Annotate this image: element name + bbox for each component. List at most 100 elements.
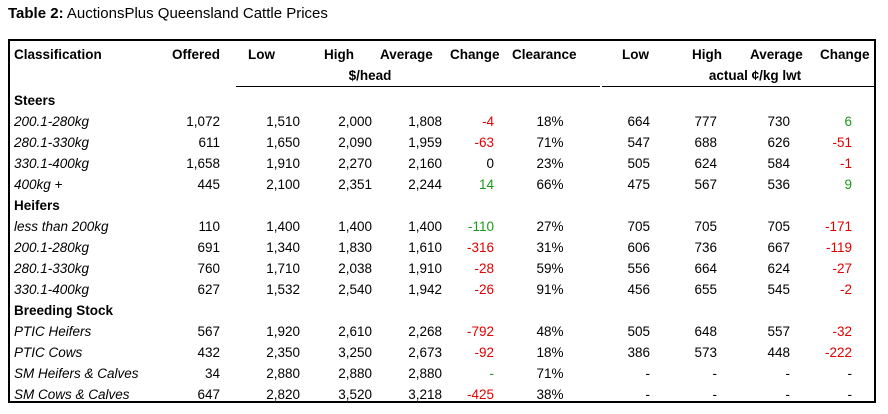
cell-low2: 556 — [627, 261, 650, 276]
cell-avg2: 584 — [767, 156, 790, 171]
cell-offered: 34 — [204, 366, 220, 381]
cell-change: -28 — [474, 261, 494, 276]
cell-avg2: 545 — [767, 282, 790, 297]
cell-clearance: 18% — [536, 114, 564, 129]
cell-avg2: 536 — [767, 177, 790, 192]
cell-low: 1,920 — [266, 324, 300, 339]
cell-change2: -2 — [839, 282, 852, 297]
header-average-kg: Average — [750, 47, 803, 62]
section-title: Breeding Stock — [14, 303, 114, 318]
cell-change: 14 — [478, 177, 494, 192]
cell-clearance: 38% — [536, 387, 564, 402]
cell-low2: 456 — [627, 282, 650, 297]
row-label: SM Heifers & Calves — [14, 366, 139, 381]
section-title: Heifers — [14, 198, 60, 213]
cell-change: -110 — [467, 219, 494, 234]
cell-change2: -32 — [832, 324, 852, 339]
cell-offered: 432 — [197, 345, 220, 360]
cell-avg: 2,160 — [408, 156, 442, 171]
header-unit-head: $/head — [348, 68, 392, 83]
cell-high2: 688 — [694, 135, 717, 150]
cell-avg2: - — [785, 366, 791, 381]
cell-high2: 777 — [694, 114, 717, 129]
cell-change: -26 — [474, 282, 494, 297]
row-label: 200.1-280kg — [14, 114, 90, 129]
cell-change: -63 — [474, 135, 494, 150]
row-label: SM Cows & Calves — [14, 387, 130, 402]
header-average: Average — [380, 47, 433, 62]
cell-low: 2,880 — [266, 366, 300, 381]
cell-change2: - — [847, 387, 853, 402]
cell-low: 1,340 — [266, 240, 300, 255]
cell-avg: 2,244 — [408, 177, 442, 192]
cell-high: 2,270 — [338, 156, 372, 171]
row-label: 280.1-330kg — [14, 135, 90, 150]
header-low-kg: Low — [622, 47, 649, 62]
header-unit-kg: actual ¢/kg lwt — [708, 68, 802, 83]
cell-low: 1,710 — [266, 261, 300, 276]
cell-avg: 1,400 — [408, 219, 442, 234]
header-change: Change — [450, 47, 500, 62]
header-high: High — [324, 47, 354, 62]
cell-low: 1,910 — [266, 156, 300, 171]
header-clearance: Clearance — [512, 47, 577, 62]
cell-avg: 3,218 — [408, 387, 442, 402]
cell-clearance: 31% — [536, 240, 564, 255]
cell-low2: 505 — [627, 156, 650, 171]
cell-offered: 691 — [197, 240, 220, 255]
cell-offered: 627 — [197, 282, 220, 297]
table-caption: Table 2: AuctionsPlus Queensland Cattle … — [8, 4, 328, 24]
cell-high: 1,830 — [338, 240, 372, 255]
cell-change2: 9 — [844, 177, 852, 192]
section-title: Steers — [14, 93, 56, 108]
cell-low2: - — [645, 366, 651, 381]
cell-offered: 1,658 — [186, 156, 220, 171]
cell-low2: 386 — [627, 345, 650, 360]
cell-avg2: 624 — [767, 261, 790, 276]
cell-clearance: 48% — [536, 324, 564, 339]
header-high-kg: High — [692, 47, 722, 62]
cell-offered: 611 — [198, 135, 220, 150]
cell-offered: 647 — [197, 387, 220, 402]
cell-high2: 664 — [694, 261, 717, 276]
cell-change2: -27 — [832, 261, 852, 276]
cell-low: 2,350 — [266, 345, 300, 360]
cell-change: -316 — [466, 240, 494, 255]
cell-low2: 705 — [627, 219, 650, 234]
cell-change2: -119 — [825, 240, 852, 255]
cell-offered: 1,072 — [186, 114, 220, 129]
cell-avg2: 557 — [767, 324, 790, 339]
cell-clearance: 18% — [536, 345, 564, 360]
cell-avg2: 730 — [767, 114, 790, 129]
cell-low: 1,532 — [266, 282, 300, 297]
cell-change: -4 — [481, 114, 494, 129]
cell-low2: 547 — [627, 135, 650, 150]
cell-change2: -1 — [839, 156, 852, 171]
cell-clearance: 91% — [536, 282, 564, 297]
cell-high2: 624 — [694, 156, 717, 171]
header-divider-head — [236, 86, 600, 87]
cell-avg: 1,942 — [408, 282, 442, 297]
header-divider-kg — [602, 86, 874, 87]
cell-high: 2,351 — [338, 177, 372, 192]
cell-clearance: 59% — [536, 261, 564, 276]
cell-low2: 505 — [627, 324, 650, 339]
cell-high: 2,000 — [338, 114, 372, 129]
caption-label: Table 2: — [8, 5, 64, 22]
cell-low2: 475 — [627, 177, 650, 192]
row-label: PTIC Cows — [14, 345, 83, 360]
cell-avg2: 667 — [767, 240, 790, 255]
cell-high: 3,250 — [338, 345, 372, 360]
header-low: Low — [248, 47, 275, 62]
cell-avg2: 448 — [767, 345, 790, 360]
cell-high2: 648 — [694, 324, 717, 339]
cell-high2: - — [712, 387, 718, 402]
cell-change2: 6 — [844, 114, 852, 129]
header-change-kg: Change — [820, 47, 870, 62]
cell-high2: 567 — [694, 177, 717, 192]
cell-offered: 110 — [198, 219, 220, 234]
header-offered: Offered — [171, 47, 220, 62]
header-classification: Classification — [14, 47, 102, 62]
row-label: 280.1-330kg — [14, 261, 90, 276]
cell-change2: -51 — [832, 135, 852, 150]
